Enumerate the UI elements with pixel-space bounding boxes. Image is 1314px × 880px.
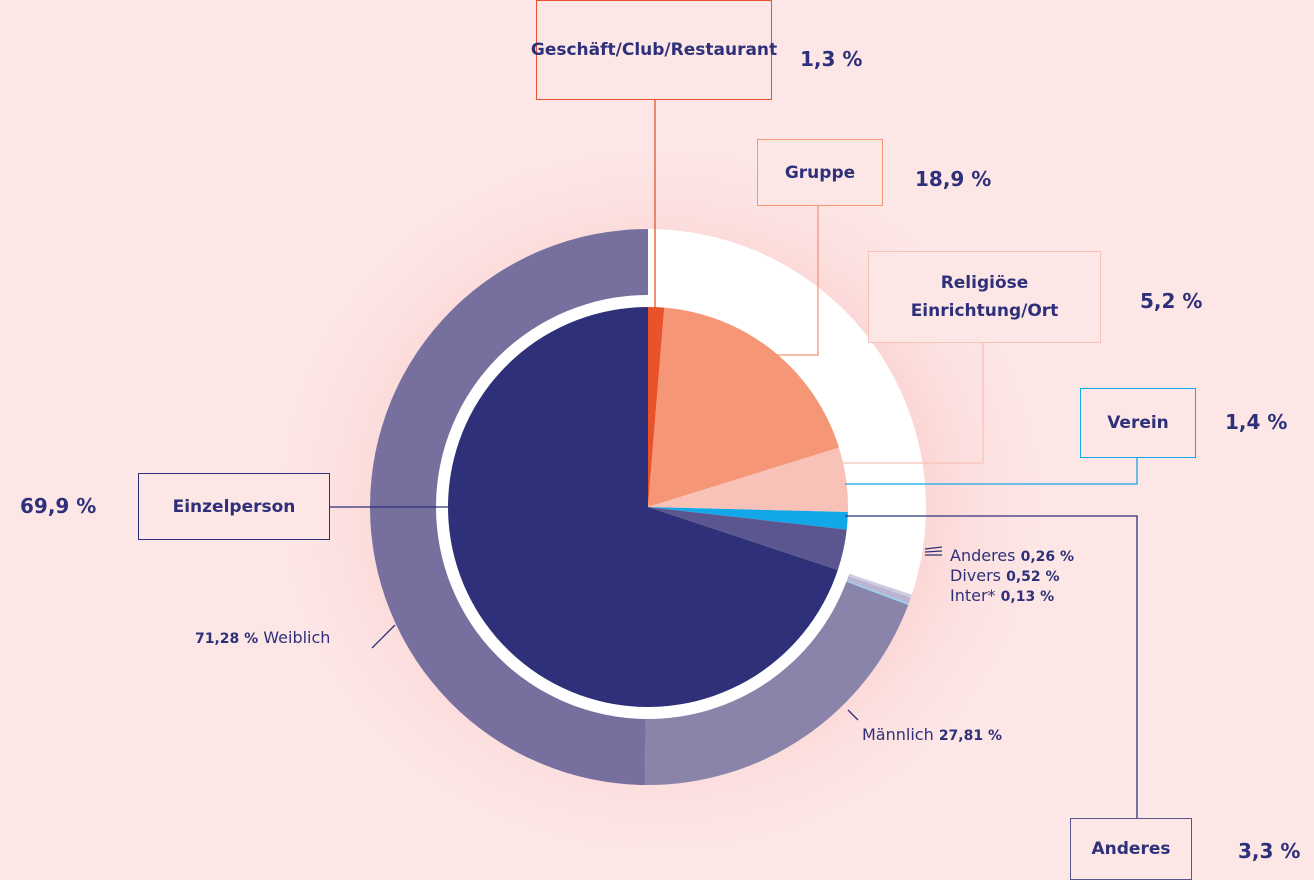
outer-slice (848, 573, 912, 598)
outer-slice (846, 576, 911, 604)
outer-value: 27,81 % (938, 728, 1002, 744)
category-label: Religiöse Einrichtung/Ort (868, 251, 1101, 343)
leader-lines (330, 100, 1138, 818)
outer-category: Weiblich (263, 628, 331, 647)
category-label: Geschäft/Club/Restaurant (531, 0, 777, 100)
inner-slice (648, 307, 665, 507)
outer-label: Männlich 27,81 % (862, 726, 1002, 745)
inner-slice (648, 447, 848, 513)
outer-slice (846, 580, 909, 606)
inner-slice (648, 507, 848, 530)
inner-slice (648, 307, 839, 507)
outer-label: Divers 0,52 % (950, 567, 1060, 586)
outer-slice (644, 581, 909, 785)
outer-value: 0,52 % (1006, 569, 1060, 585)
outer-value: 0,13 % (1000, 589, 1055, 605)
value-label: 5,2 % (1140, 289, 1203, 313)
leader-line (924, 546, 943, 550)
leader-line (845, 458, 1138, 485)
category-label: Einzelperson (138, 473, 330, 540)
leader-line (847, 709, 859, 721)
outer-category: Divers (950, 566, 1001, 585)
value-label: 3,3 % (1238, 839, 1301, 863)
pie (369, 229, 912, 785)
outer-slice (369, 229, 648, 785)
outer-label: Inter* 0,13 % (950, 587, 1054, 606)
outer-category: Anderes (950, 546, 1016, 565)
outer-category: Inter* (950, 586, 996, 605)
leader-line (760, 206, 819, 356)
category-label: Anderes (1070, 818, 1192, 880)
leader-line (845, 515, 1138, 818)
category-label: Verein (1080, 388, 1196, 458)
outer-value: 0,26 % (1020, 549, 1075, 565)
outer-label: Anderes 0,26 % (950, 547, 1074, 566)
category-label: Gruppe (757, 139, 883, 206)
value-label: 69,9 % (20, 494, 97, 518)
outer-category: Männlich (862, 725, 934, 744)
outer-label: 71,28 % Weiblich (195, 629, 330, 648)
leader-line (838, 343, 984, 464)
leader-line (371, 624, 396, 649)
value-label: 1,3 % (800, 47, 863, 71)
value-label: 18,9 % (915, 167, 992, 191)
inner-slice (447, 307, 838, 707)
leader-line (924, 550, 943, 553)
value-label: 1,4 % (1225, 410, 1288, 434)
outer-value: 71,28 % (195, 631, 259, 647)
inner-slice (648, 507, 847, 570)
